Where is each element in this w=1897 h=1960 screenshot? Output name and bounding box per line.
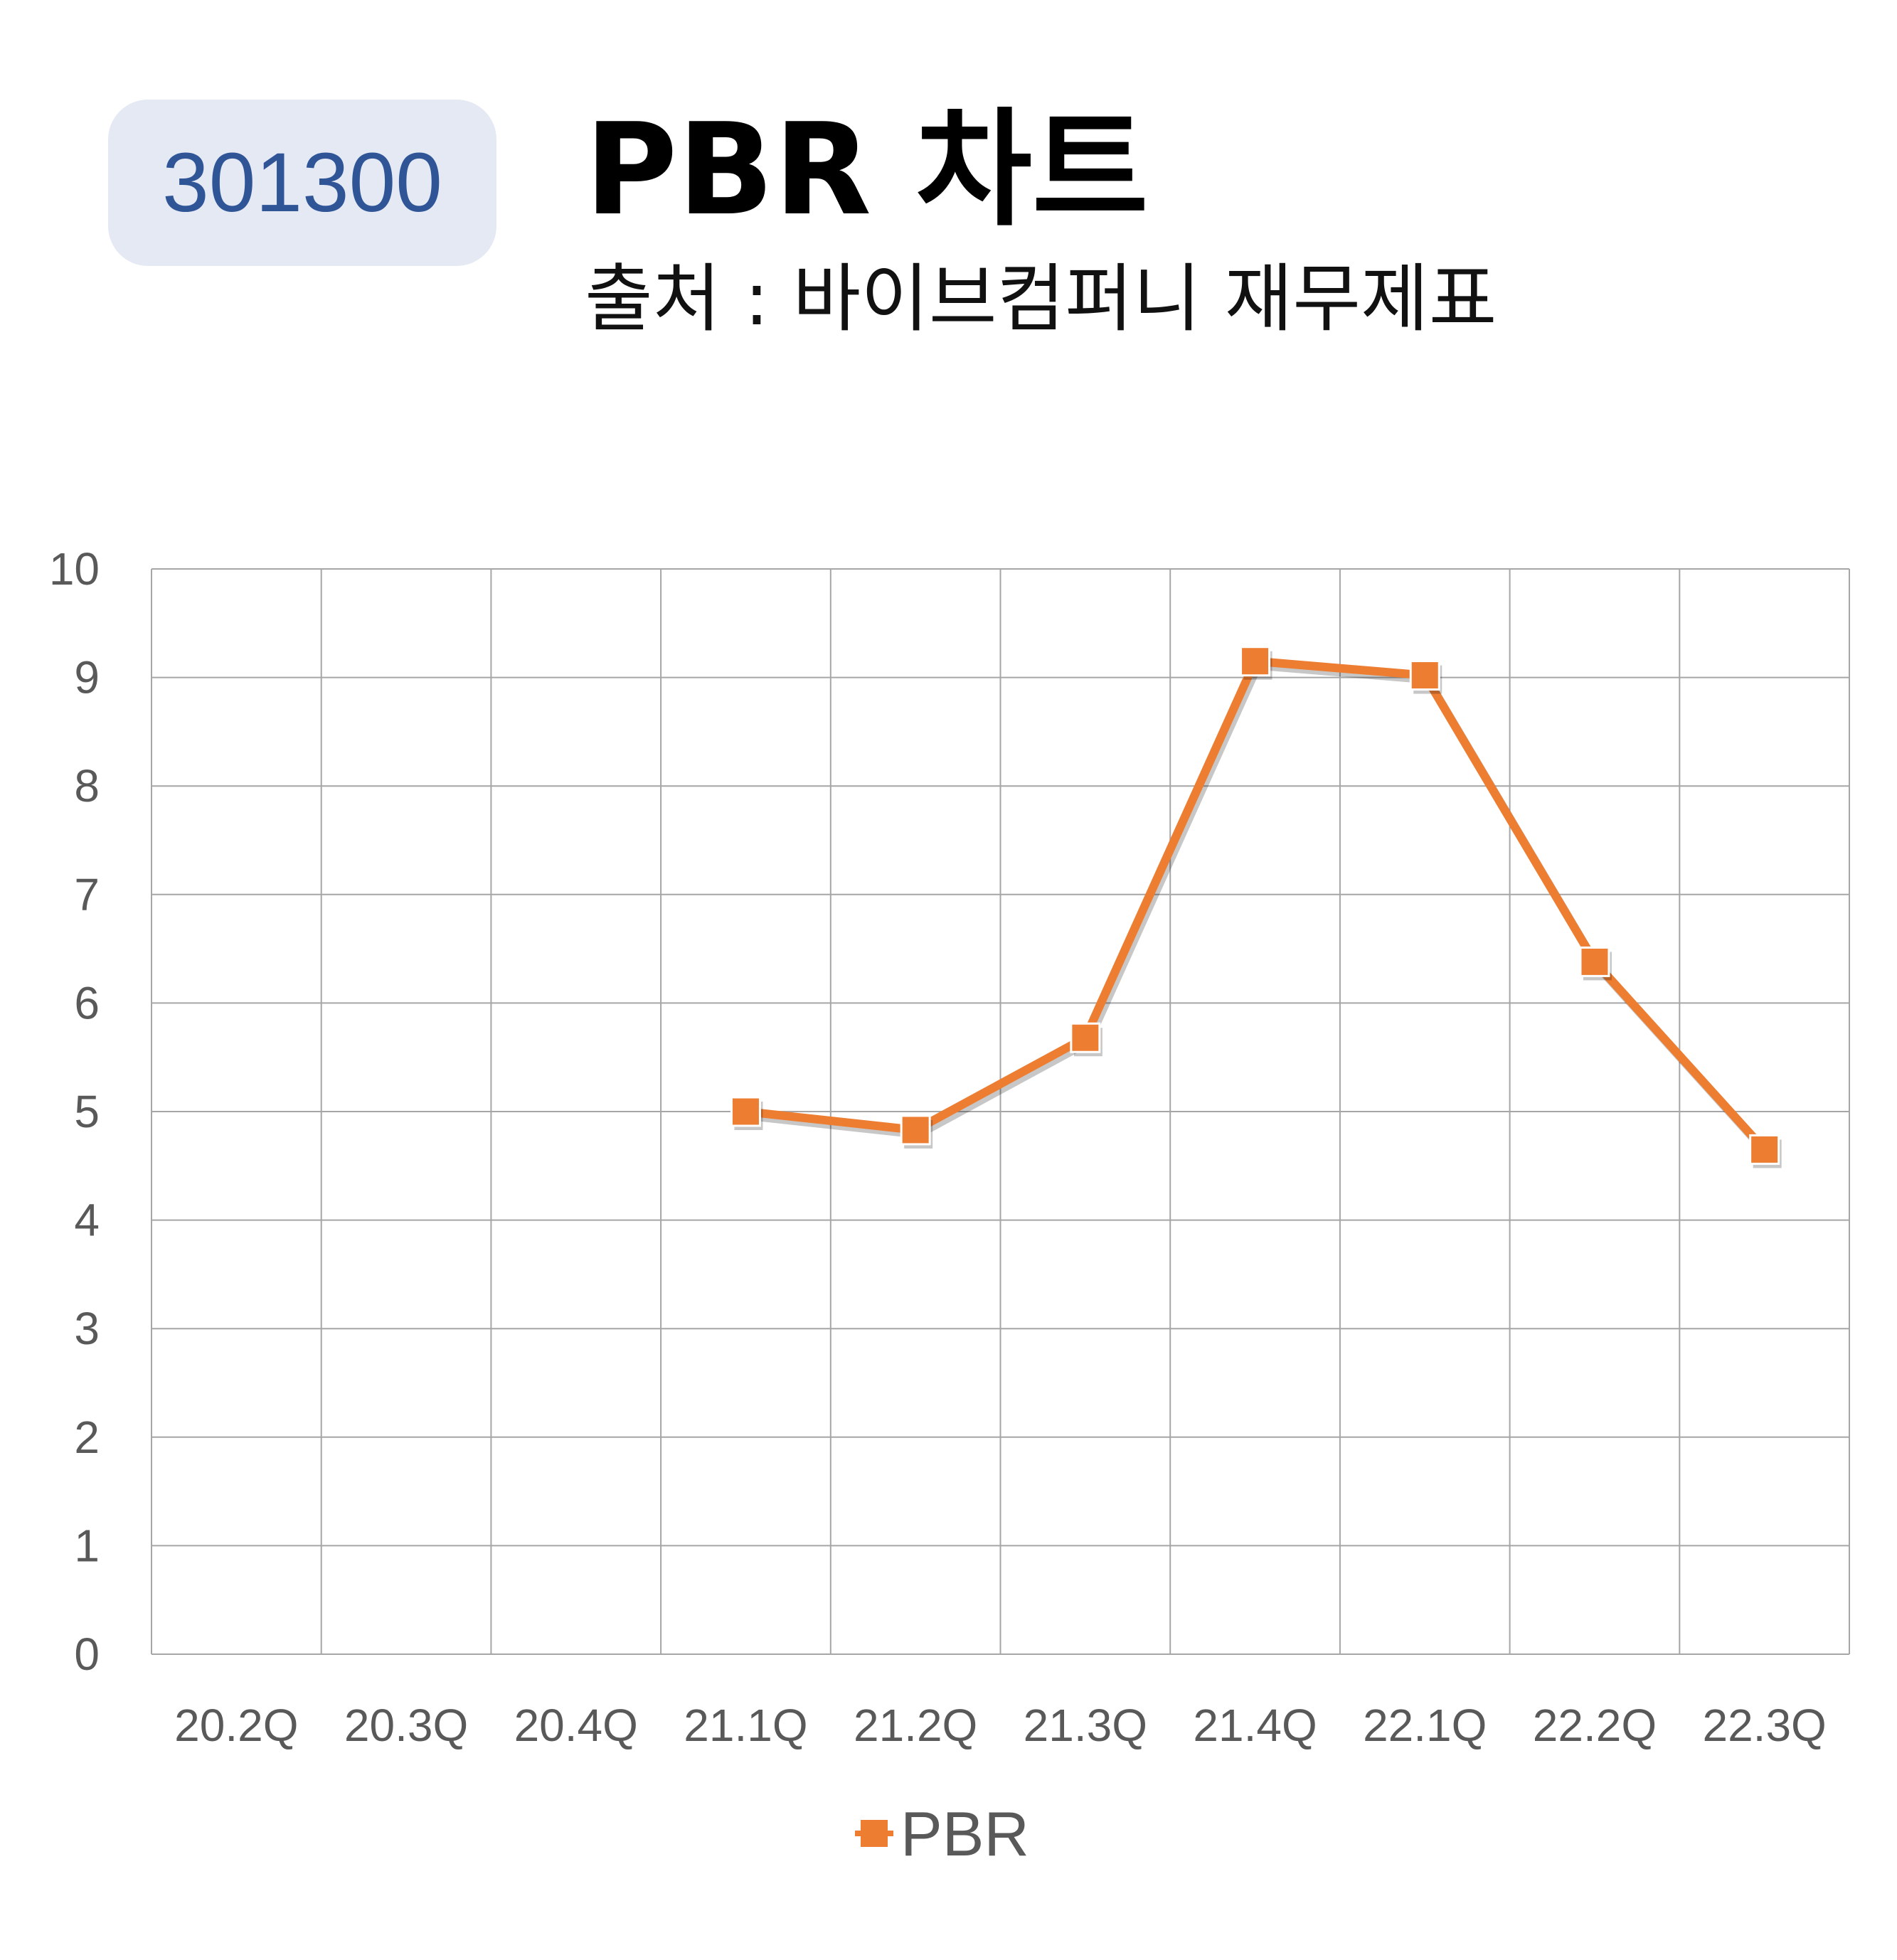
- y-tick-label: 1: [74, 1520, 100, 1571]
- x-axis-ticks: 20.2Q 20.3Q 20.4Q 21.1Q 21.2Q 21.3Q 21.4Q 22.1Q…: [174, 1700, 1827, 1751]
- series-line-pbr: [745, 656, 1768, 1153]
- y-tick-label: 10: [49, 543, 100, 595]
- chart-subtitle: 출처 : 바이브컴퍼니 재무제표: [585, 255, 1497, 342]
- x-tick-label: 22.2Q: [1533, 1700, 1657, 1751]
- x-tick-label: 20.2Q: [174, 1700, 298, 1751]
- y-tick-label: 8: [74, 760, 100, 811]
- data-point-marker: [1579, 946, 1610, 977]
- x-tick-label: 21.4Q: [1193, 1700, 1317, 1751]
- x-tick-label: 22.3Q: [1702, 1700, 1826, 1751]
- y-tick-label: 7: [74, 869, 100, 920]
- y-axis-ticks: 0 1 2 3 4 5 6 7 8 9 10: [49, 543, 100, 1680]
- y-tick-label: 0: [74, 1629, 100, 1680]
- x-tick-label: 21.1Q: [684, 1700, 807, 1751]
- stock-code: 301300: [162, 136, 442, 230]
- x-tick-label: 21.2Q: [854, 1700, 977, 1751]
- x-tick-label: 21.3Q: [1024, 1700, 1147, 1751]
- y-tick-label: 2: [74, 1412, 100, 1463]
- stock-code-badge: 301300: [108, 100, 496, 266]
- data-point-marker: [1749, 1134, 1780, 1165]
- chart-title: PBR 차트: [585, 96, 1149, 243]
- series-group: [730, 646, 1782, 1168]
- y-tick-label: 9: [74, 652, 100, 703]
- x-tick-label: 20.3Q: [344, 1700, 468, 1751]
- x-tick-label: 22.1Q: [1363, 1700, 1487, 1751]
- y-tick-label: 3: [74, 1303, 100, 1354]
- data-point-marker: [1070, 1022, 1101, 1053]
- x-tick-label: 20.4Q: [514, 1700, 638, 1751]
- legend-label: PBR: [900, 1799, 1029, 1869]
- chart-grid: [151, 568, 1850, 1655]
- y-tick-label: 5: [74, 1086, 100, 1137]
- legend-marker: [861, 1820, 888, 1847]
- y-tick-label: 6: [74, 977, 100, 1028]
- data-point-marker: [1240, 646, 1271, 677]
- data-point-marker: [900, 1114, 931, 1146]
- data-point-marker: [730, 1096, 761, 1127]
- series-line-shadow: [748, 661, 1771, 1157]
- data-point-marker: [1409, 660, 1440, 691]
- y-tick-label: 4: [74, 1195, 100, 1246]
- legend: PBR: [855, 1799, 1029, 1869]
